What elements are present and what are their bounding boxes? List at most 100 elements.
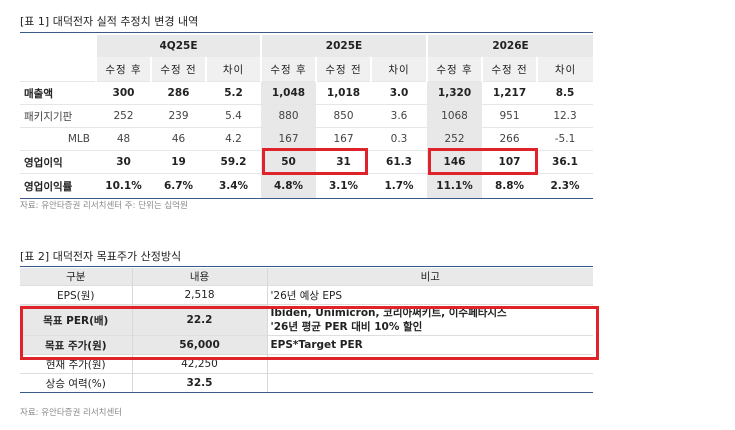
table-row-mlb: MLB 48 46 4.2 167 167 0.3 252 266 -5.1 (20, 127, 594, 151)
table-cell: 12.3 (537, 104, 594, 128)
table-cell: 5.2 (206, 81, 261, 105)
table-row-target-per: 목표 PER(배) 22.2 Ibiden, Unimicron, 코리아써키트… (20, 304, 593, 336)
header-remark: 비고 (267, 268, 593, 286)
table-cell: 0.3 (371, 127, 428, 151)
table-cell: 1,320 (427, 81, 483, 105)
table-cell: 167 (316, 127, 371, 151)
header-category: 구분 (20, 268, 133, 286)
table-cell: 266 (482, 127, 538, 151)
table1-source-note: 자료: 유안타증권 리서치센터 주: 단위는 십억원 (20, 201, 188, 211)
table-cell: 107 (482, 150, 538, 174)
table-cell: 1,217 (482, 81, 538, 105)
subheader-diff: 차이 (369, 57, 428, 82)
table-cell: 46 (151, 127, 206, 151)
table-row-package-substrate: 패키지기판 252 239 5.4 880 850 3.6 1068 951 1… (20, 104, 594, 128)
table-row-current-price: 현재 주가(원) 42,250 (20, 354, 593, 374)
row-label: 패키지기판 (20, 104, 96, 128)
row-label: 영업이익률 (20, 173, 96, 199)
table1-subheader-row: 수정 후 수정 전 차이 수정 후 수정 전 차이 수정 후 수정 전 차이 (20, 57, 594, 82)
target-price-table: 구분 내용 비고 EPS(원) 2,518 '26년 예상 EPS 목표 PER… (20, 268, 593, 393)
table-cell: 11.1% (427, 173, 483, 199)
table-cell: 61.3 (371, 150, 428, 174)
table-cell: 8.5 (537, 81, 594, 105)
row-label: 영업이익 (20, 150, 96, 174)
group-header-2025e: 2025E (259, 35, 428, 57)
table1-caption: [표 1] 대덕전자 실적 추정치 변경 내역 (20, 15, 199, 28)
table-row-target-price: 목표 주가(원) 56,000 EPS*Target PER (20, 335, 593, 355)
row-label: 상승 여력(%) (20, 373, 133, 393)
subheader-diff: 차이 (205, 57, 261, 82)
row-remark: Ibiden, Unimicron, 코리아써키트, 이수페타시스 '26년 평… (267, 304, 593, 336)
table-cell: 48 (96, 127, 151, 151)
table2-source-note: 자료: 유안타증권 리서치센터 (20, 408, 123, 418)
remark-line-1: Ibiden, Unimicron, 코리아써키트, 이수페타시스 (270, 307, 507, 319)
subheader-after: 수정 후 (95, 57, 151, 82)
table-cell: 252 (96, 104, 151, 128)
table2-caption: [표 2] 대덕전자 목표주가 산정방식 (20, 250, 182, 263)
table-cell: 6.7% (151, 173, 206, 199)
table-cell: 30 (96, 150, 151, 174)
table-cell: 4.2 (206, 127, 261, 151)
row-label: 목표 주가(원) (20, 335, 133, 355)
group-header-2026e: 2026E (426, 35, 594, 57)
row-label: 목표 PER(배) (20, 304, 133, 336)
table-cell: 252 (427, 127, 483, 151)
table-cell: 2.3% (537, 173, 594, 199)
table-cell: 19 (151, 150, 206, 174)
table-cell: 3.0 (371, 81, 428, 105)
table-cell: 167 (261, 127, 316, 151)
table-cell: 239 (151, 104, 206, 128)
table-cell: 146 (427, 150, 483, 174)
table-cell: 300 (96, 81, 151, 105)
remark-line-2: '26년 평균 PER 대비 10% 할인 (270, 321, 423, 333)
row-value: 2,518 (132, 285, 268, 305)
table1-group-header-row: 4Q25E 2025E 2026E (20, 35, 594, 57)
subheader-before: 수정 전 (481, 57, 538, 82)
table-cell: 3.6 (371, 104, 428, 128)
table2-header-row: 구분 내용 비고 (20, 268, 593, 286)
group-header-4q25e: 4Q25E (95, 35, 261, 57)
table-row-revenue: 매출액 300 286 5.2 1,048 1,018 3.0 1,320 1,… (20, 81, 594, 105)
table-cell: 4.8% (261, 173, 316, 199)
table-cell: 286 (151, 81, 206, 105)
table-cell: 1,018 (316, 81, 371, 105)
row-label: EPS(원) (20, 285, 133, 305)
estimate-revision-table: 4Q25E 2025E 2026E 수정 후 수정 전 차이 수정 후 수정 전… (20, 35, 594, 199)
row-value: 32.5 (132, 373, 268, 393)
table-cell: 850 (316, 104, 371, 128)
table-row-upside: 상승 여력(%) 32.5 (20, 373, 593, 393)
table-cell: 880 (261, 104, 316, 128)
subheader-before: 수정 전 (315, 57, 371, 82)
table-cell: 1,048 (261, 81, 316, 105)
row-label: MLB (20, 127, 96, 151)
subheader-after: 수정 후 (260, 57, 316, 82)
table2-top-rule (20, 266, 593, 267)
subheader-before: 수정 전 (150, 57, 206, 82)
table-cell: 3.4% (206, 173, 261, 199)
row-label: 현재 주가(원) (20, 354, 133, 374)
table-row-operating-profit: 영업이익 30 19 59.2 50 31 61.3 146 107 36.1 (20, 150, 594, 174)
row-remark (267, 354, 593, 374)
table-cell: 3.1% (316, 173, 371, 199)
row-remark (267, 373, 593, 393)
header-content: 내용 (132, 268, 268, 286)
subheader-diff: 차이 (536, 57, 594, 82)
table-row-eps: EPS(원) 2,518 '26년 예상 EPS (20, 285, 593, 305)
row-value: 42,250 (132, 354, 268, 374)
table-cell: 31 (316, 150, 371, 174)
table-cell: 10.1% (96, 173, 151, 199)
table-cell: 1068 (427, 104, 483, 128)
table-cell: 8.8% (482, 173, 538, 199)
table-cell: 951 (482, 104, 538, 128)
row-remark: EPS*Target PER (267, 335, 593, 355)
table1-top-rule (20, 32, 593, 33)
table-cell: 36.1 (537, 150, 594, 174)
row-label: 매출액 (20, 81, 96, 105)
table-cell: 59.2 (206, 150, 261, 174)
row-value: 56,000 (132, 335, 268, 355)
table-cell: 5.4 (206, 104, 261, 128)
table-cell: 1.7% (371, 173, 428, 199)
table-cell: -5.1 (537, 127, 594, 151)
table-cell: 50 (261, 150, 316, 174)
row-remark: '26년 예상 EPS (267, 285, 593, 305)
